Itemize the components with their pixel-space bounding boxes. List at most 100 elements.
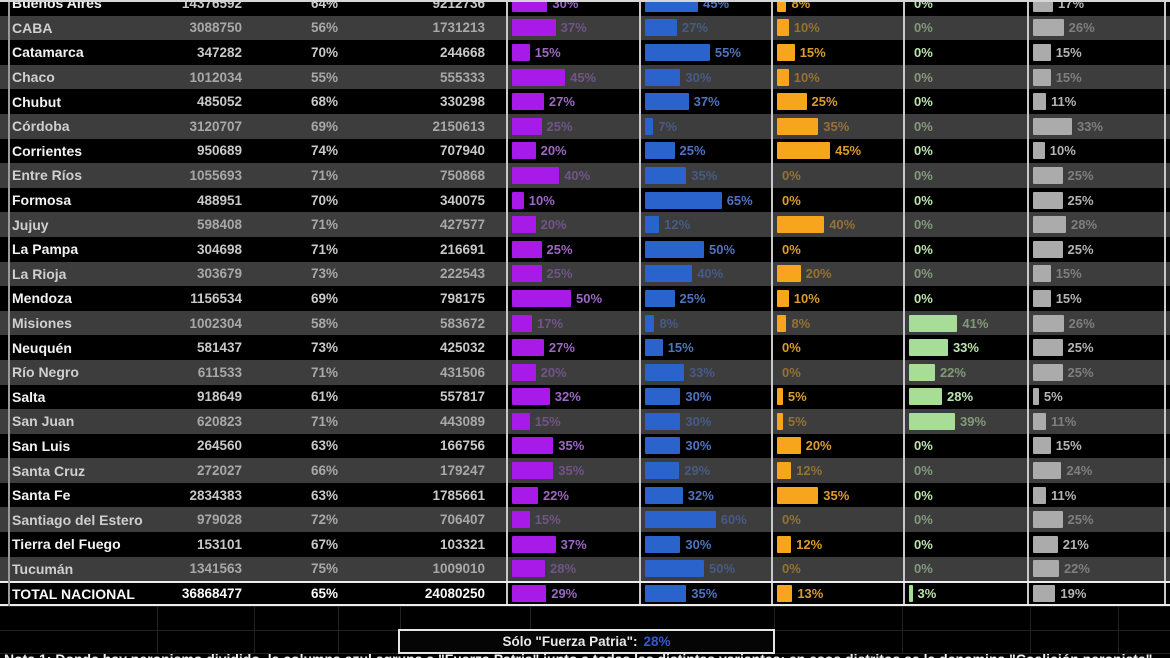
blue-bar-cell: 25% [639,138,771,164]
purple-bar-value: 27% [548,94,575,110]
orange-bar-cell: 8% [771,310,903,336]
green-bar-cell: 0% [903,556,1027,582]
gray-bar-value: 25% [1067,192,1094,208]
blue-bar-value: 50% [709,241,736,257]
electorate-count: 1012034 [189,69,242,85]
blue-bar-cell: 37% [639,89,771,114]
turnout-percent: 64% [310,0,338,11]
gray-bar [1033,486,1046,504]
total-row: TOTAL NACIONAL 36868477 65% 24080250 29% 35% 1… [0,581,1170,606]
purple-bar-cell: 32% [506,384,639,410]
orange-bar-value: 35% [823,487,850,503]
green-bar-cell: 0% [903,458,1027,483]
table-row: Chubut 485052 68% 330298 27% 37% 25% 0% 11% [0,89,1170,114]
green-bar-cell: 0% [903,0,1027,16]
gray-bar-value: 11% [1050,94,1077,110]
blue-bar [645,437,681,455]
blue-bar-cell: 55% [639,40,771,65]
orange-bar-cell: 5% [771,384,903,410]
green-bar-cell: 0% [903,286,1027,311]
orange-bar-cell: 35% [771,113,903,139]
blue-bar-value: 33% [688,364,715,380]
gray-bar-value: 25% [1067,512,1094,528]
orange-bar-value: 20% [805,438,832,454]
purple-bar [512,314,533,332]
electorate-count: 581437 [196,340,242,356]
electorate-count: 1341563 [189,561,242,577]
green-bar-cell: 0% [903,261,1027,287]
blue-bar [645,19,677,37]
table-row: Catamarca 347282 70% 244668 15% 55% 15% 0% 15% [0,40,1170,65]
gray-bar [1033,191,1063,209]
gray-bar [1033,43,1051,61]
gray-bar-cell: 26% [1027,310,1166,336]
green-bar-cell: 0% [903,89,1027,114]
provinces-results-table: Buenos Aires 14376592 64% 9212736 30% 45% 8% 0%… [0,0,1170,606]
purple-bar [512,93,544,111]
blue-bar-value: 30% [685,438,712,454]
district-name: Santa Cruz [12,462,86,479]
purple-bar-cell: 25% [506,236,639,262]
votes-count: 244668 [439,44,485,60]
green-bar-value: 0% [914,512,933,528]
electorate-count: 347282 [196,44,242,60]
green-bar-value: 0% [914,118,933,134]
blue-bar [645,166,687,184]
orange-bar [777,142,831,160]
blue-bar [645,68,681,86]
gray-bar-cell: 26% [1027,15,1166,41]
orange-bar-value: 0% [782,364,801,380]
green-bar-cell: 0% [903,40,1027,65]
purple-bar-value: 20% [540,217,567,233]
table-row: Santa Cruz 272027 66% 179247 35% 29% 12% 0% 24% [0,458,1170,483]
green-bar-value: 0% [914,241,933,257]
gray-bar-value: 19% [1060,586,1087,602]
solo-fuerza-patria-label: Sólo "Fuerza Patria": [502,634,638,649]
orange-bar [777,462,792,480]
gray-bar-value: 25% [1067,241,1094,257]
purple-bar-cell: 25% [506,113,639,139]
purple-bar [512,117,542,135]
orange-bar-cell: 0% [771,236,903,262]
gray-bar-cell: 10% [1027,138,1166,164]
green-bar-value: 0% [914,217,933,233]
purple-bar [512,142,536,160]
blue-bar [645,388,681,406]
electorate-count: 918649 [196,389,242,405]
blue-bar [645,314,655,332]
blue-bar [645,93,689,111]
purple-bar [512,289,571,307]
table-row: Corrientes 950689 74% 707940 20% 25% 45% 0% 10% [0,138,1170,164]
district-name: Buenos Aires [12,0,102,12]
solo-fuerza-patria-value: 28% [643,634,671,649]
electorate-count: 272027 [196,463,242,479]
green-bar-cell: 0% [903,507,1027,533]
green-bar [909,339,948,357]
blue-bar [645,585,687,603]
purple-bar-value: 32% [554,389,581,405]
votes-count: 750868 [439,167,485,183]
green-bar-value: 0% [914,143,933,159]
purple-bar [512,240,542,258]
green-bar-value: 0% [914,192,933,208]
orange-bar [777,585,793,603]
orange-bar [777,43,795,61]
table-row: Misiones 1002304 58% 583672 17% 8% 8% 41% 26% [0,310,1170,336]
purple-bar [512,412,530,430]
gray-bar-cell: 15% [1027,261,1166,287]
gray-bar-value: 21% [1062,536,1089,552]
blue-bar [645,265,693,283]
orange-bar [777,19,789,37]
district-name: Formosa [12,192,72,209]
orange-bar-cell: 12% [771,532,903,557]
orange-bar-cell: 0% [771,187,903,213]
green-bar-value: 28% [947,389,974,405]
votes-count: 706407 [439,512,485,528]
blue-bar-value: 55% [714,44,741,60]
turnout-percent: 71% [310,167,338,183]
blue-bar [645,412,681,430]
solo-fuerza-patria-cell: Sólo "Fuerza Patria": 28% [398,629,775,654]
green-bar-cell: 0% [903,15,1027,41]
district-name: Misiones [12,315,72,332]
